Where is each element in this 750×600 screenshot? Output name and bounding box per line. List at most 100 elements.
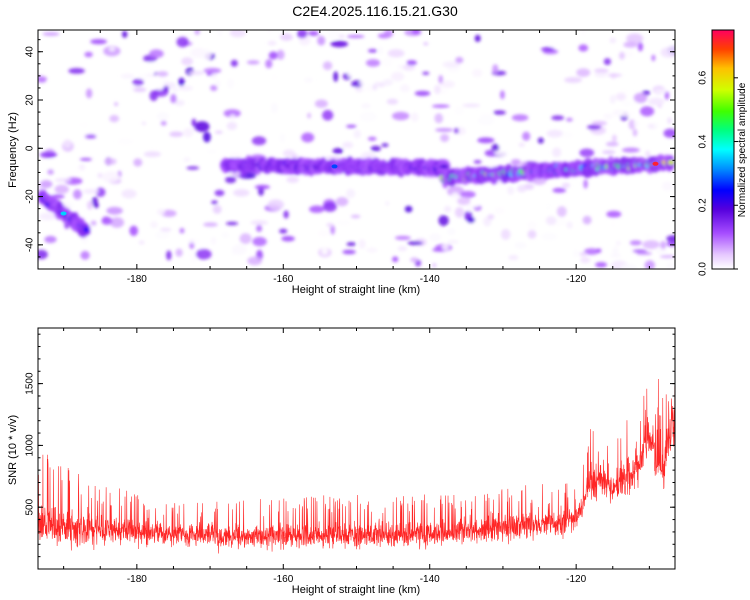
heatmap-cell: [527, 230, 537, 239]
heatmap-cell: [564, 77, 582, 83]
heatmap-peak: [331, 164, 338, 169]
heatmap-cell: [291, 154, 299, 159]
heatmap-cell: [166, 250, 172, 261]
heatmap-cell: [566, 221, 573, 229]
heatmap-cell: [381, 143, 389, 148]
heatmap-cell: [454, 207, 465, 218]
heatmap-cell: [279, 132, 286, 144]
heatmap-cell: [80, 250, 90, 260]
heatmap-cell: [229, 30, 247, 38]
heatmap-cell: [382, 79, 394, 86]
spectrogram-panel: -180 -160 -140 -120 -40 -20 0 20 40 Height of st…: [7, 29, 676, 296]
heatmap-cell: [201, 49, 212, 61]
heatmap-cell: [296, 30, 308, 39]
heatmap-cell: [63, 139, 72, 149]
heatmap-cell: [642, 233, 654, 238]
heatmap-cell: [666, 235, 675, 243]
heatmap-cell: [38, 249, 48, 260]
heatmap-cell: [637, 42, 644, 52]
heatmap-cell: [507, 186, 515, 195]
heatmap-cell: [661, 181, 674, 191]
heatmap-cell: [342, 249, 356, 255]
heatmap-cell: [552, 147, 562, 158]
heatmap-cell: [195, 249, 212, 260]
heatmap-cell: [90, 39, 107, 45]
heatmap-cell: [628, 119, 636, 130]
heatmap-cell: [154, 231, 170, 240]
heatmap-cell: [301, 132, 315, 143]
heatmap-cell: [239, 233, 252, 244]
y-tick-label: 40: [25, 46, 36, 58]
heatmap-cell: [122, 30, 128, 38]
heatmap-cell: [203, 131, 211, 143]
heatmap-cell: [95, 187, 106, 197]
heatmap-cell: [267, 40, 277, 46]
heatmap-cell: [143, 151, 161, 158]
heatmap-cell: [44, 235, 57, 244]
heatmap-cell: [225, 221, 239, 226]
heatmap-cell: [440, 80, 455, 89]
heatmap-cell: [169, 131, 184, 137]
heatmap-cell: [254, 184, 270, 190]
heatmap-cell: [321, 247, 329, 255]
heatmap-cell: [498, 144, 508, 150]
heatmap-cell: [254, 30, 259, 35]
heatmap-cell: [191, 118, 197, 127]
heatmap-cell: [583, 179, 588, 189]
y-tick-label: 1500: [25, 372, 36, 395]
heatmap-cell: [551, 115, 565, 121]
heatmap-cell: [333, 71, 339, 82]
heatmap-cell: [479, 113, 493, 117]
heatmap-cell: [325, 156, 341, 160]
heatmap-cell: [345, 147, 350, 158]
heatmap-cell: [251, 136, 267, 146]
heatmap-cell: [434, 113, 444, 124]
heatmap-cell: [595, 262, 608, 268]
heatmap-cell: [190, 257, 197, 263]
heatmap-cell: [229, 151, 242, 159]
heatmap-cell: [511, 114, 529, 122]
heatmap-cell: [106, 206, 123, 215]
heatmap-cell: [386, 98, 399, 105]
heatmap-cell: [336, 219, 352, 226]
heatmap-cell: [194, 30, 200, 35]
heatmap-cell: [387, 49, 405, 58]
heatmap-cell: [610, 94, 616, 104]
heatmap-cell: [654, 89, 667, 94]
heatmap-cell: [624, 50, 634, 58]
heatmap-cell: [594, 72, 608, 78]
heatmap-cell: [561, 182, 571, 189]
heatmap-cell: [477, 137, 495, 144]
heatmap-cell: [211, 200, 218, 205]
heatmap-cell: [579, 252, 588, 257]
heatmap-cell: [576, 68, 591, 77]
heatmap-cell: [444, 205, 452, 213]
heatmap-cell: [391, 71, 405, 82]
heatmap-cell: [233, 189, 250, 197]
heatmap-cell: [108, 46, 116, 52]
heatmap-cell: [49, 194, 65, 199]
heatmap-cell: [322, 201, 337, 212]
heatmap-cell: [271, 102, 278, 114]
heatmap-cell: [587, 124, 602, 130]
heatmap-cell: [494, 148, 512, 157]
heatmap-cell: [441, 243, 449, 251]
heatmap-cell: [596, 248, 602, 253]
heatmap-cell: [146, 61, 163, 66]
heatmap-cell: [133, 87, 147, 92]
heatmap-cell: [342, 141, 354, 149]
heatmap-cell: [578, 44, 589, 52]
heatmap-cell: [392, 111, 410, 121]
heatmap-cell: [471, 199, 481, 208]
heatmap-cell: [640, 106, 655, 117]
heatmap-cell: [276, 49, 285, 60]
heatmap-cell: [154, 80, 165, 91]
heatmap-cell: [217, 30, 223, 37]
heatmap-cell: [309, 205, 325, 213]
heatmap-cell: [314, 99, 328, 108]
heatmap-cell: [279, 228, 288, 234]
spectrogram-xlabel: Height of straight line (km): [292, 284, 420, 296]
heatmap-cell: [381, 57, 394, 67]
heatmap-cell: [414, 90, 431, 97]
heatmap-cell: [230, 59, 238, 67]
